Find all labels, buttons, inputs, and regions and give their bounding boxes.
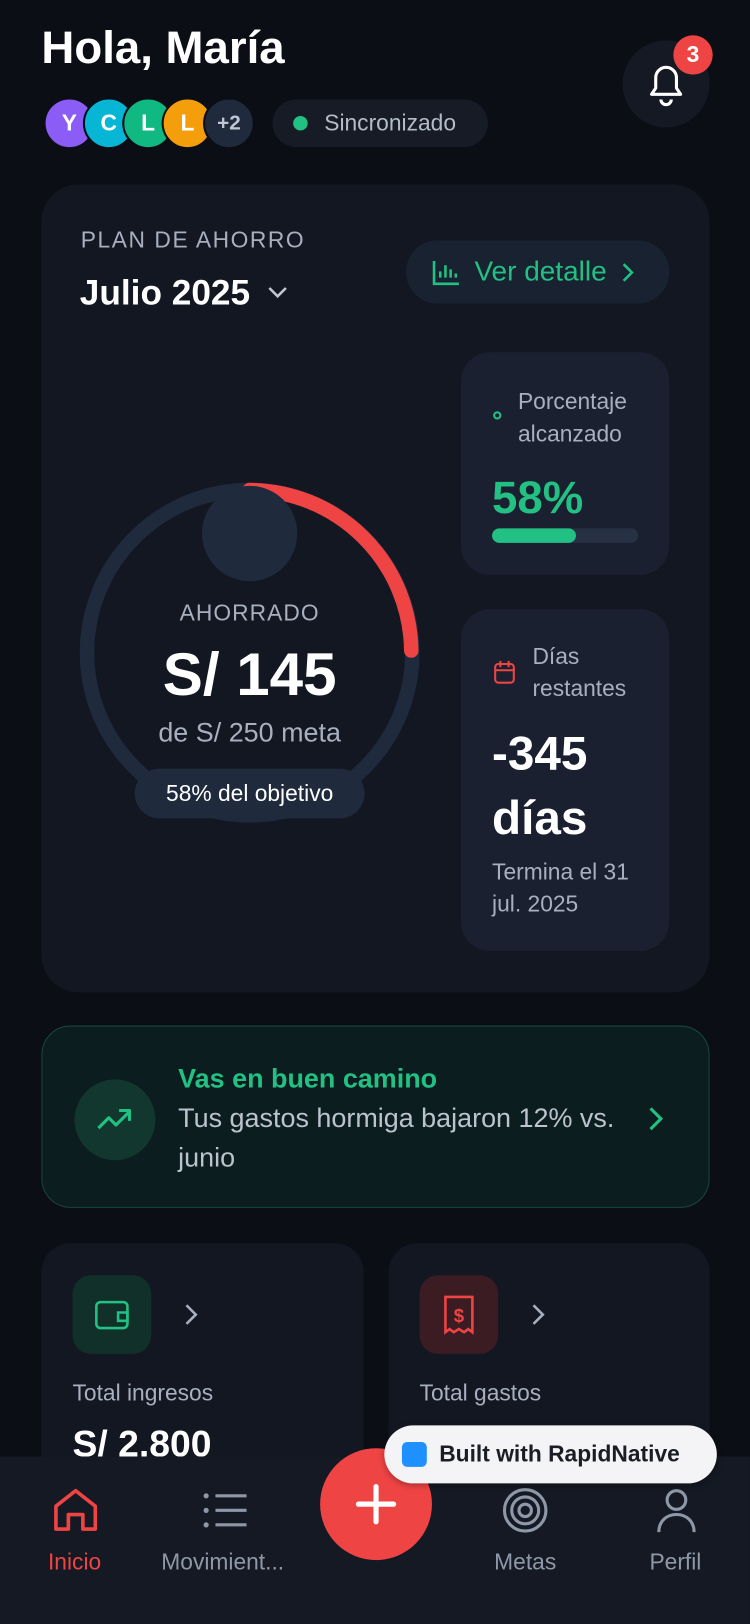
nav-label[interactable]: Inicio — [47, 1548, 102, 1575]
income-chevron — [185, 1304, 198, 1325]
nav-label[interactable]: Metas — [494, 1548, 557, 1575]
wallet-icon-bg — [72, 1275, 152, 1354]
saved-label: AHORRADO — [179, 599, 320, 626]
percent-value: 58% — [492, 472, 584, 524]
percent-bar — [492, 528, 576, 543]
banner-chevron — [649, 1107, 664, 1131]
greeting: Hola, María — [41, 22, 285, 74]
detail-chevron — [622, 263, 634, 282]
calendar-icon — [494, 660, 515, 684]
rapidnative-badge[interactable]: Built with RapidNative — [384, 1425, 717, 1484]
notification-badge: 3 — [673, 35, 713, 75]
income-label: Total ingresos — [72, 1379, 214, 1406]
plan-label: PLAN DE AHORRO — [80, 226, 306, 253]
trend-icon-bg — [74, 1079, 156, 1161]
target-icon[interactable] — [501, 1487, 549, 1535]
nav-label[interactable]: Movimient... — [161, 1548, 285, 1575]
detail-button[interactable]: Ver detalle — [406, 240, 670, 304]
svg-text:$: $ — [454, 1305, 465, 1326]
receipt-icon-bg: $ — [419, 1275, 499, 1354]
percent-title: Porcentaje alcanzado — [517, 388, 627, 447]
expense-chevron — [532, 1304, 545, 1325]
profile-icon[interactable] — [653, 1487, 701, 1535]
days-end: Termina el 31 jul. 2025 — [492, 858, 629, 917]
bell-icon — [650, 65, 683, 107]
wallet-icon — [95, 1300, 129, 1330]
avatar: +2 — [203, 97, 255, 150]
percent-card: Porcentaje alcanzado 58% — [460, 352, 670, 575]
sync-dot — [293, 116, 308, 131]
saved-amount: S/ 145 — [162, 641, 337, 709]
goal-pill: 58% del objetivo — [134, 768, 365, 819]
banner-title: Vas en buen camino — [178, 1062, 438, 1094]
list-icon[interactable] — [201, 1490, 249, 1531]
percent-dot — [493, 411, 502, 420]
expense-label: Total gastos — [419, 1379, 542, 1406]
days-title: Días restantes — [532, 643, 627, 702]
plus-icon — [355, 1483, 397, 1525]
month-chevron[interactable] — [265, 282, 290, 303]
sync-text: Sincronizado — [324, 109, 456, 136]
trend-icon — [97, 1108, 132, 1130]
plan-month[interactable]: Julio 2025 — [79, 273, 251, 313]
nav-label[interactable]: Perfil — [649, 1548, 702, 1575]
receipt-icon: $ — [444, 1295, 474, 1335]
home-icon[interactable] — [52, 1485, 100, 1533]
chart-icon — [432, 261, 459, 286]
badge-logo — [401, 1441, 427, 1467]
badge-text: Built with RapidNative — [439, 1440, 680, 1467]
days-value: -345 días — [492, 726, 588, 845]
detail-text: Ver detalle — [474, 255, 607, 287]
days-card: Días restantes -345 días Termina el 31 j… — [460, 609, 670, 951]
goal-text: de S/ 250 meta — [158, 716, 341, 748]
sync-pill: Sincronizado — [272, 99, 488, 148]
banner-text: Tus gastos hormiga bajaron 12% vs. junio — [178, 1102, 615, 1173]
insight-banner[interactable]: Vas en buen camino Tus gastos hormiga ba… — [41, 1025, 710, 1208]
